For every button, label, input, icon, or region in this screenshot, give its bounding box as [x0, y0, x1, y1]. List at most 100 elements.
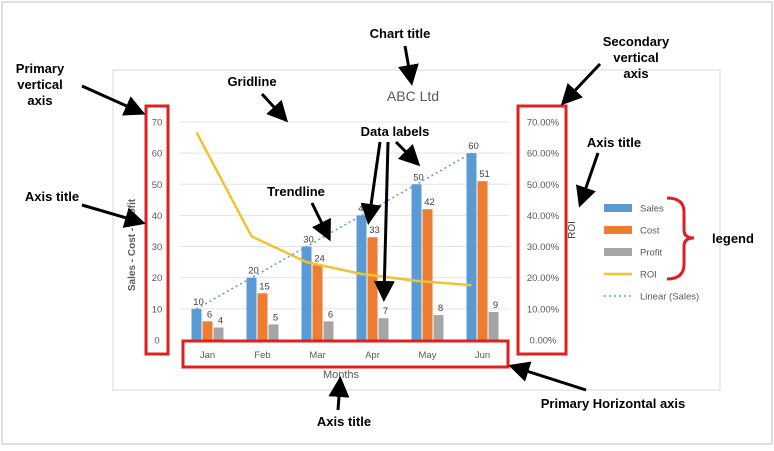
bar-profit	[268, 324, 279, 340]
line-series	[195, 131, 472, 310]
bar-profit	[213, 327, 224, 340]
legend-brace	[666, 196, 695, 281]
horizontal-axis-title: Months	[323, 369, 360, 381]
data-label-cost: 6	[207, 309, 212, 320]
callout-axis-title-left: Axis title	[25, 189, 79, 204]
bar-profit	[378, 318, 389, 340]
legend-label: ROI	[640, 270, 657, 281]
arrow-trendline	[310, 202, 331, 242]
arrow-axis-title-top-right	[575, 152, 600, 208]
callout-chart-title: Chart title	[370, 26, 431, 41]
bar-cost	[367, 237, 378, 340]
y2-tick-label: 70.00%	[527, 118, 560, 129]
x-tick-label: Jan	[200, 350, 215, 361]
y-tick-label: 40	[152, 211, 163, 222]
callout-primary-axis-2: vertical	[17, 77, 63, 92]
x-tick-label: Feb	[254, 350, 270, 361]
y2-tick-label: 50.00%	[527, 180, 560, 191]
arrow-secondary-axis	[560, 62, 602, 106]
callout-gridline: Gridline	[227, 74, 276, 89]
legend-label: Linear (Sales)	[640, 292, 699, 303]
arrow-axis-title-left	[81, 203, 146, 228]
y2-tick-label: 40.00%	[527, 211, 560, 222]
callout-secondary-axis-3: axis	[623, 66, 648, 81]
bar-cost	[202, 321, 213, 340]
primary-vertical-axis: 0 10 20 30 40 50 60 70	[152, 118, 163, 347]
y2-tick-label: 20.00%	[527, 273, 560, 284]
callout-axis-title-bottom: Axis title	[317, 414, 371, 429]
callout-primary-horizontal-axis: Primary Horizontal axis	[541, 396, 686, 411]
primary-axis-highlight	[144, 104, 170, 356]
bar-profit	[488, 311, 499, 340]
y-tick-label: 0	[154, 336, 159, 347]
data-label-profit: 4	[218, 316, 223, 327]
bar-series	[191, 153, 499, 340]
arrow-gridline	[260, 92, 289, 123]
secondary-axis-title: ROI	[567, 221, 578, 239]
legend-label: Profit	[640, 248, 663, 259]
x-tick-label: Jun	[475, 350, 490, 361]
line-roi	[195, 131, 472, 287]
arrow-data-labels-1	[360, 141, 382, 225]
data-label-cost: 33	[369, 225, 380, 236]
data-label-profit: 5	[273, 312, 278, 323]
legend-label: Sales	[640, 204, 664, 215]
bar-sales	[356, 215, 367, 340]
arrow-primary-axis	[81, 84, 146, 116]
y2-tick-label: 60.00%	[527, 149, 560, 160]
y2-tick-label: 10.00%	[527, 304, 560, 315]
data-label-sales: 60	[468, 141, 479, 152]
callout-primary-axis-3: axis	[27, 93, 52, 108]
primary-horizontal-axis: Jan Feb Mar Apr May Jun	[200, 350, 490, 361]
data-label-cost: 24	[314, 253, 325, 264]
gridlines	[180, 121, 510, 341]
y2-tick-label: 0.00%	[530, 336, 557, 347]
y-tick-label: 60	[152, 149, 163, 160]
data-label-sales: 50	[413, 172, 424, 183]
arrow-axis-title-bottom	[328, 376, 350, 411]
secondary-axis-highlight	[516, 104, 568, 356]
arrow-primary-horizontal-axis	[508, 361, 587, 392]
data-label-sales: 10	[193, 297, 204, 308]
bar-cost	[257, 293, 268, 340]
horizontal-axis-highlight	[181, 339, 510, 369]
legend-swatch-sales	[604, 204, 632, 212]
callout-secondary-axis-1: Secondary	[603, 34, 670, 49]
y-tick-label: 70	[152, 118, 163, 129]
callout-trendline: Trendline	[267, 184, 325, 199]
legend-swatch-profit	[604, 248, 632, 256]
chart-title: ABC Ltd	[387, 88, 439, 104]
data-label-cost: 51	[479, 169, 490, 180]
x-tick-label: Mar	[309, 350, 325, 361]
data-label-sales: 20	[248, 266, 259, 277]
x-tick-label: May	[419, 350, 437, 361]
bar-sales	[466, 153, 477, 340]
legend: Sales Cost Profit ROI Linear (Sales)	[604, 204, 699, 303]
x-tick-label: Apr	[365, 350, 380, 361]
primary-axis-title: Sales - Cost - Profit	[127, 198, 138, 291]
arrow-data-labels-3	[394, 140, 421, 167]
y-tick-label: 50	[152, 180, 163, 191]
y-tick-label: 10	[152, 304, 163, 315]
bar-cost	[422, 209, 433, 340]
callout-data-labels: Data labels	[361, 124, 430, 139]
bar-sales	[191, 308, 202, 340]
data-label-profit: 9	[493, 300, 498, 311]
arrow-chart-title	[398, 45, 419, 86]
y-tick-label: 20	[152, 273, 163, 284]
bar-sales	[246, 277, 257, 340]
bar-sales	[301, 246, 312, 340]
data-label-profit: 6	[328, 309, 333, 320]
y-tick-label: 30	[152, 242, 163, 253]
y2-tick-label: 30.00%	[527, 242, 560, 253]
data-label-cost: 42	[424, 197, 435, 208]
callout-axis-title-top-right: Axis title	[587, 135, 641, 150]
secondary-vertical-axis: 0.00% 10.00% 20.00% 30.00% 40.00% 50.00% 60.00…	[527, 118, 560, 347]
legend-label: Cost	[640, 226, 660, 237]
bar-sales	[411, 184, 422, 340]
bar-profit	[323, 321, 334, 340]
data-label-profit: 8	[438, 303, 443, 314]
bar-cost	[312, 265, 323, 340]
